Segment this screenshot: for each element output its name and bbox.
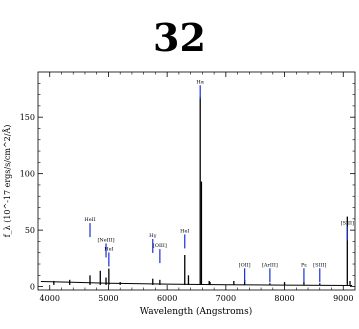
- x-tick-label: 9000: [333, 294, 353, 303]
- x-tick-label: 8000: [274, 294, 294, 303]
- line-id-label: HeII: [84, 217, 95, 223]
- line-id-label: Hα: [196, 79, 204, 85]
- x-axis-title: Wavelength (Angstroms): [140, 306, 252, 317]
- x-tick-label: 4000: [40, 294, 60, 303]
- line-id-label: [NeIII]: [97, 237, 114, 243]
- line-id-label: [OII]: [239, 262, 251, 268]
- plot-frame: [37, 71, 356, 291]
- page-title: 32: [153, 15, 206, 60]
- y-axis-title: f_λ (10^-17 ergs/s/cm^2/Å): [3, 125, 12, 238]
- x-tick-label: 6000: [157, 294, 177, 303]
- continuum-line: [40, 281, 353, 286]
- y-tick-label: 0: [30, 283, 35, 292]
- line-id-label: [ArIII]: [262, 262, 278, 268]
- line-id-label: [OIII]: [153, 243, 167, 249]
- line-id-label: HeI: [104, 246, 113, 252]
- line-id-label: Pε: [301, 262, 307, 268]
- y-tick-label: 50: [25, 226, 35, 235]
- x-tick-label: 5000: [98, 294, 118, 303]
- x-tick-label: 7000: [216, 294, 236, 303]
- y-tick-label: 100: [20, 170, 35, 179]
- y-tick-label: 150: [20, 113, 35, 122]
- line-id-label: Hγ: [149, 233, 156, 239]
- line-id-label: [SIII]: [313, 262, 326, 268]
- line-id-label: HeI: [180, 228, 189, 234]
- line-id-label: [SIII]: [341, 220, 354, 226]
